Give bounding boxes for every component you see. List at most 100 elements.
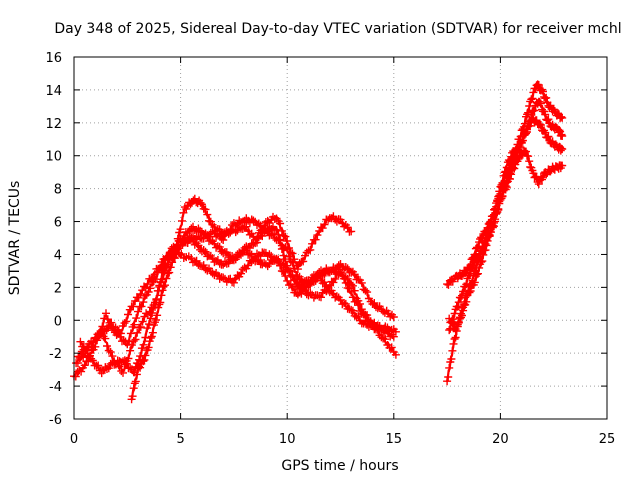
data-point-marker — [524, 152, 533, 161]
data-point-marker — [219, 249, 228, 258]
data-point-marker — [229, 256, 238, 265]
data-point-marker — [129, 337, 138, 345]
data-point-marker — [267, 255, 276, 264]
data-point-marker — [534, 81, 543, 89]
data-point-marker — [276, 261, 285, 270]
data-point-marker — [132, 314, 141, 323]
data-point-marker — [304, 246, 313, 255]
data-point-marker — [525, 157, 534, 166]
data-point-marker — [253, 238, 261, 247]
data-point-marker — [315, 271, 324, 280]
data-point-marker — [244, 261, 253, 270]
data-point-marker — [347, 227, 356, 236]
data-point-marker — [445, 326, 454, 335]
data-point-marker — [183, 229, 192, 238]
data-point-marker — [517, 138, 526, 147]
data-point-marker — [276, 219, 285, 228]
data-point-marker — [293, 265, 302, 274]
x-axis-label: GPS time / hours — [281, 458, 398, 474]
data-point-marker — [474, 254, 482, 263]
data-point-marker — [281, 272, 290, 281]
data-point-marker — [161, 281, 169, 290]
data-point-marker — [445, 363, 454, 372]
data-series — [70, 80, 567, 404]
y-tick-label: -6 — [49, 413, 62, 428]
data-point-marker — [279, 267, 288, 276]
data-point-marker — [187, 224, 196, 233]
data-point-marker — [535, 120, 544, 129]
data-point-marker — [494, 205, 503, 213]
data-point-marker — [172, 250, 181, 259]
data-point-marker — [531, 172, 540, 181]
data-point-marker — [141, 351, 150, 360]
data-point-marker — [136, 363, 145, 372]
data-point-marker — [348, 306, 357, 315]
data-point-marker — [370, 323, 379, 332]
data-point-marker — [470, 278, 479, 287]
data-point-marker — [76, 352, 84, 361]
data-point-marker — [258, 232, 267, 241]
data-point-marker — [288, 271, 297, 280]
data-point-marker — [76, 337, 85, 346]
data-point-marker — [478, 247, 487, 255]
data-point-marker — [141, 291, 150, 300]
data-point-marker — [558, 132, 567, 140]
data-point-marker — [295, 259, 304, 268]
data-point-marker — [449, 314, 458, 323]
chart-title: Day 348 of 2025, Sidereal Day-to-day VTE… — [54, 21, 621, 37]
data-point-marker — [148, 309, 157, 317]
data-point-marker — [237, 250, 245, 259]
data-point-marker — [178, 216, 186, 225]
data-point-marker — [138, 317, 147, 326]
data-point-marker — [203, 210, 212, 219]
data-point-marker — [154, 264, 163, 273]
data-point-marker — [347, 268, 356, 277]
data-point-marker — [466, 287, 475, 295]
data-point-marker — [530, 106, 539, 115]
data-point-marker — [541, 110, 550, 119]
series-track-9 — [445, 146, 567, 335]
data-point-marker — [320, 220, 329, 229]
data-point-marker — [166, 263, 175, 272]
data-point-marker — [336, 215, 345, 224]
data-point-marker — [302, 283, 311, 292]
data-point-marker — [322, 282, 331, 291]
data-point-marker — [128, 392, 137, 401]
data-point-marker — [340, 299, 349, 308]
data-point-marker — [534, 180, 543, 189]
data-point-marker — [446, 324, 455, 333]
data-point-marker — [194, 241, 203, 250]
data-point-marker — [196, 226, 205, 235]
y-tick-label: -2 — [49, 347, 62, 362]
data-point-marker — [357, 278, 366, 287]
data-point-marker — [159, 282, 168, 291]
data-point-marker — [272, 226, 281, 234]
data-point-marker — [210, 223, 219, 232]
data-point-marker — [187, 233, 196, 242]
data-point-marker — [201, 247, 210, 256]
data-point-marker — [444, 280, 453, 289]
data-point-marker — [119, 336, 128, 345]
data-point-marker — [206, 236, 215, 245]
data-point-marker — [254, 256, 263, 264]
data-point-marker — [131, 377, 140, 386]
data-point-marker — [205, 216, 213, 225]
x-tick-label: 20 — [492, 432, 509, 447]
data-point-marker — [155, 300, 164, 309]
data-point-marker — [249, 216, 258, 225]
data-point-marker — [265, 250, 274, 259]
data-point-marker — [103, 342, 111, 350]
series-line — [72, 217, 395, 378]
data-point-marker — [196, 198, 205, 207]
data-point-marker — [181, 228, 190, 236]
data-point-marker — [199, 246, 208, 254]
data-point-marker — [136, 289, 145, 298]
x-tick-label: 0 — [70, 432, 78, 447]
series-track-1 — [70, 214, 398, 381]
data-point-marker — [288, 283, 297, 292]
data-point-marker — [231, 228, 240, 237]
data-point-marker — [324, 215, 333, 224]
data-point-marker — [317, 293, 325, 302]
data-point-marker — [102, 309, 110, 318]
